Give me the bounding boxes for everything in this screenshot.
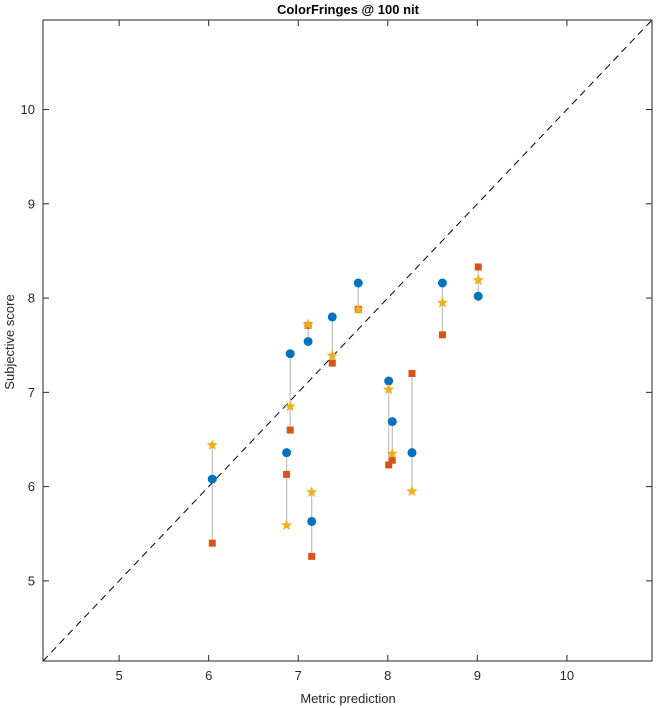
star-marker	[326, 349, 338, 361]
circle-marker	[307, 516, 317, 526]
y-tick-label: 9	[28, 196, 35, 211]
y-axis-label: Subjective score	[2, 294, 17, 389]
square-marker	[388, 456, 396, 464]
square-marker	[208, 539, 216, 547]
diagonal-reference-line	[42, 19, 653, 662]
square-marker	[286, 426, 294, 434]
star-marker	[305, 486, 318, 498]
square-marker	[308, 552, 316, 560]
circle-marker	[327, 312, 337, 322]
circle-marker	[437, 278, 447, 288]
square-marker	[283, 470, 291, 478]
y-tick-label: 10	[21, 102, 35, 117]
square-marker	[408, 369, 416, 377]
x-tick-label: 5	[116, 668, 123, 683]
circle-marker	[285, 349, 295, 359]
circle-marker	[207, 474, 217, 484]
circle-marker	[282, 448, 292, 458]
square-marker	[474, 263, 482, 271]
chart-title: ColorFringes @ 100 nit	[277, 2, 420, 17]
star-marker	[382, 383, 395, 395]
star-marker	[302, 318, 314, 330]
x-tick-label: 8	[384, 668, 391, 683]
circle-marker	[407, 448, 417, 458]
circle-marker	[353, 278, 363, 288]
star-marker	[206, 439, 218, 450]
x-tick-label: 9	[474, 668, 481, 683]
y-tick-label: 6	[28, 479, 35, 494]
star-marker	[406, 485, 418, 497]
circle-marker	[473, 291, 483, 301]
x-tick-label: 10	[560, 668, 574, 683]
y-tick-label: 7	[28, 385, 35, 400]
axes: 5 6 7 8 9 10 5 6 7 8 9 10	[21, 19, 653, 683]
data-markers	[206, 263, 484, 560]
circle-marker	[303, 336, 313, 346]
x-axis-label: Metric prediction	[300, 691, 395, 706]
star-marker	[386, 447, 398, 459]
square-marker	[328, 359, 336, 367]
square-marker	[385, 461, 393, 469]
circle-marker	[387, 417, 397, 427]
plot-frame	[42, 19, 653, 662]
star-marker	[352, 303, 364, 315]
square-marker	[438, 331, 446, 339]
star-marker	[472, 274, 484, 286]
x-tick-label: 6	[205, 668, 212, 683]
star-marker	[280, 519, 293, 531]
y-tick-label: 5	[28, 573, 35, 588]
y-tick-label: 8	[28, 291, 35, 306]
x-tick-label: 7	[295, 668, 302, 683]
circle-marker	[384, 376, 394, 386]
star-marker	[436, 296, 449, 308]
star-marker	[284, 400, 296, 412]
